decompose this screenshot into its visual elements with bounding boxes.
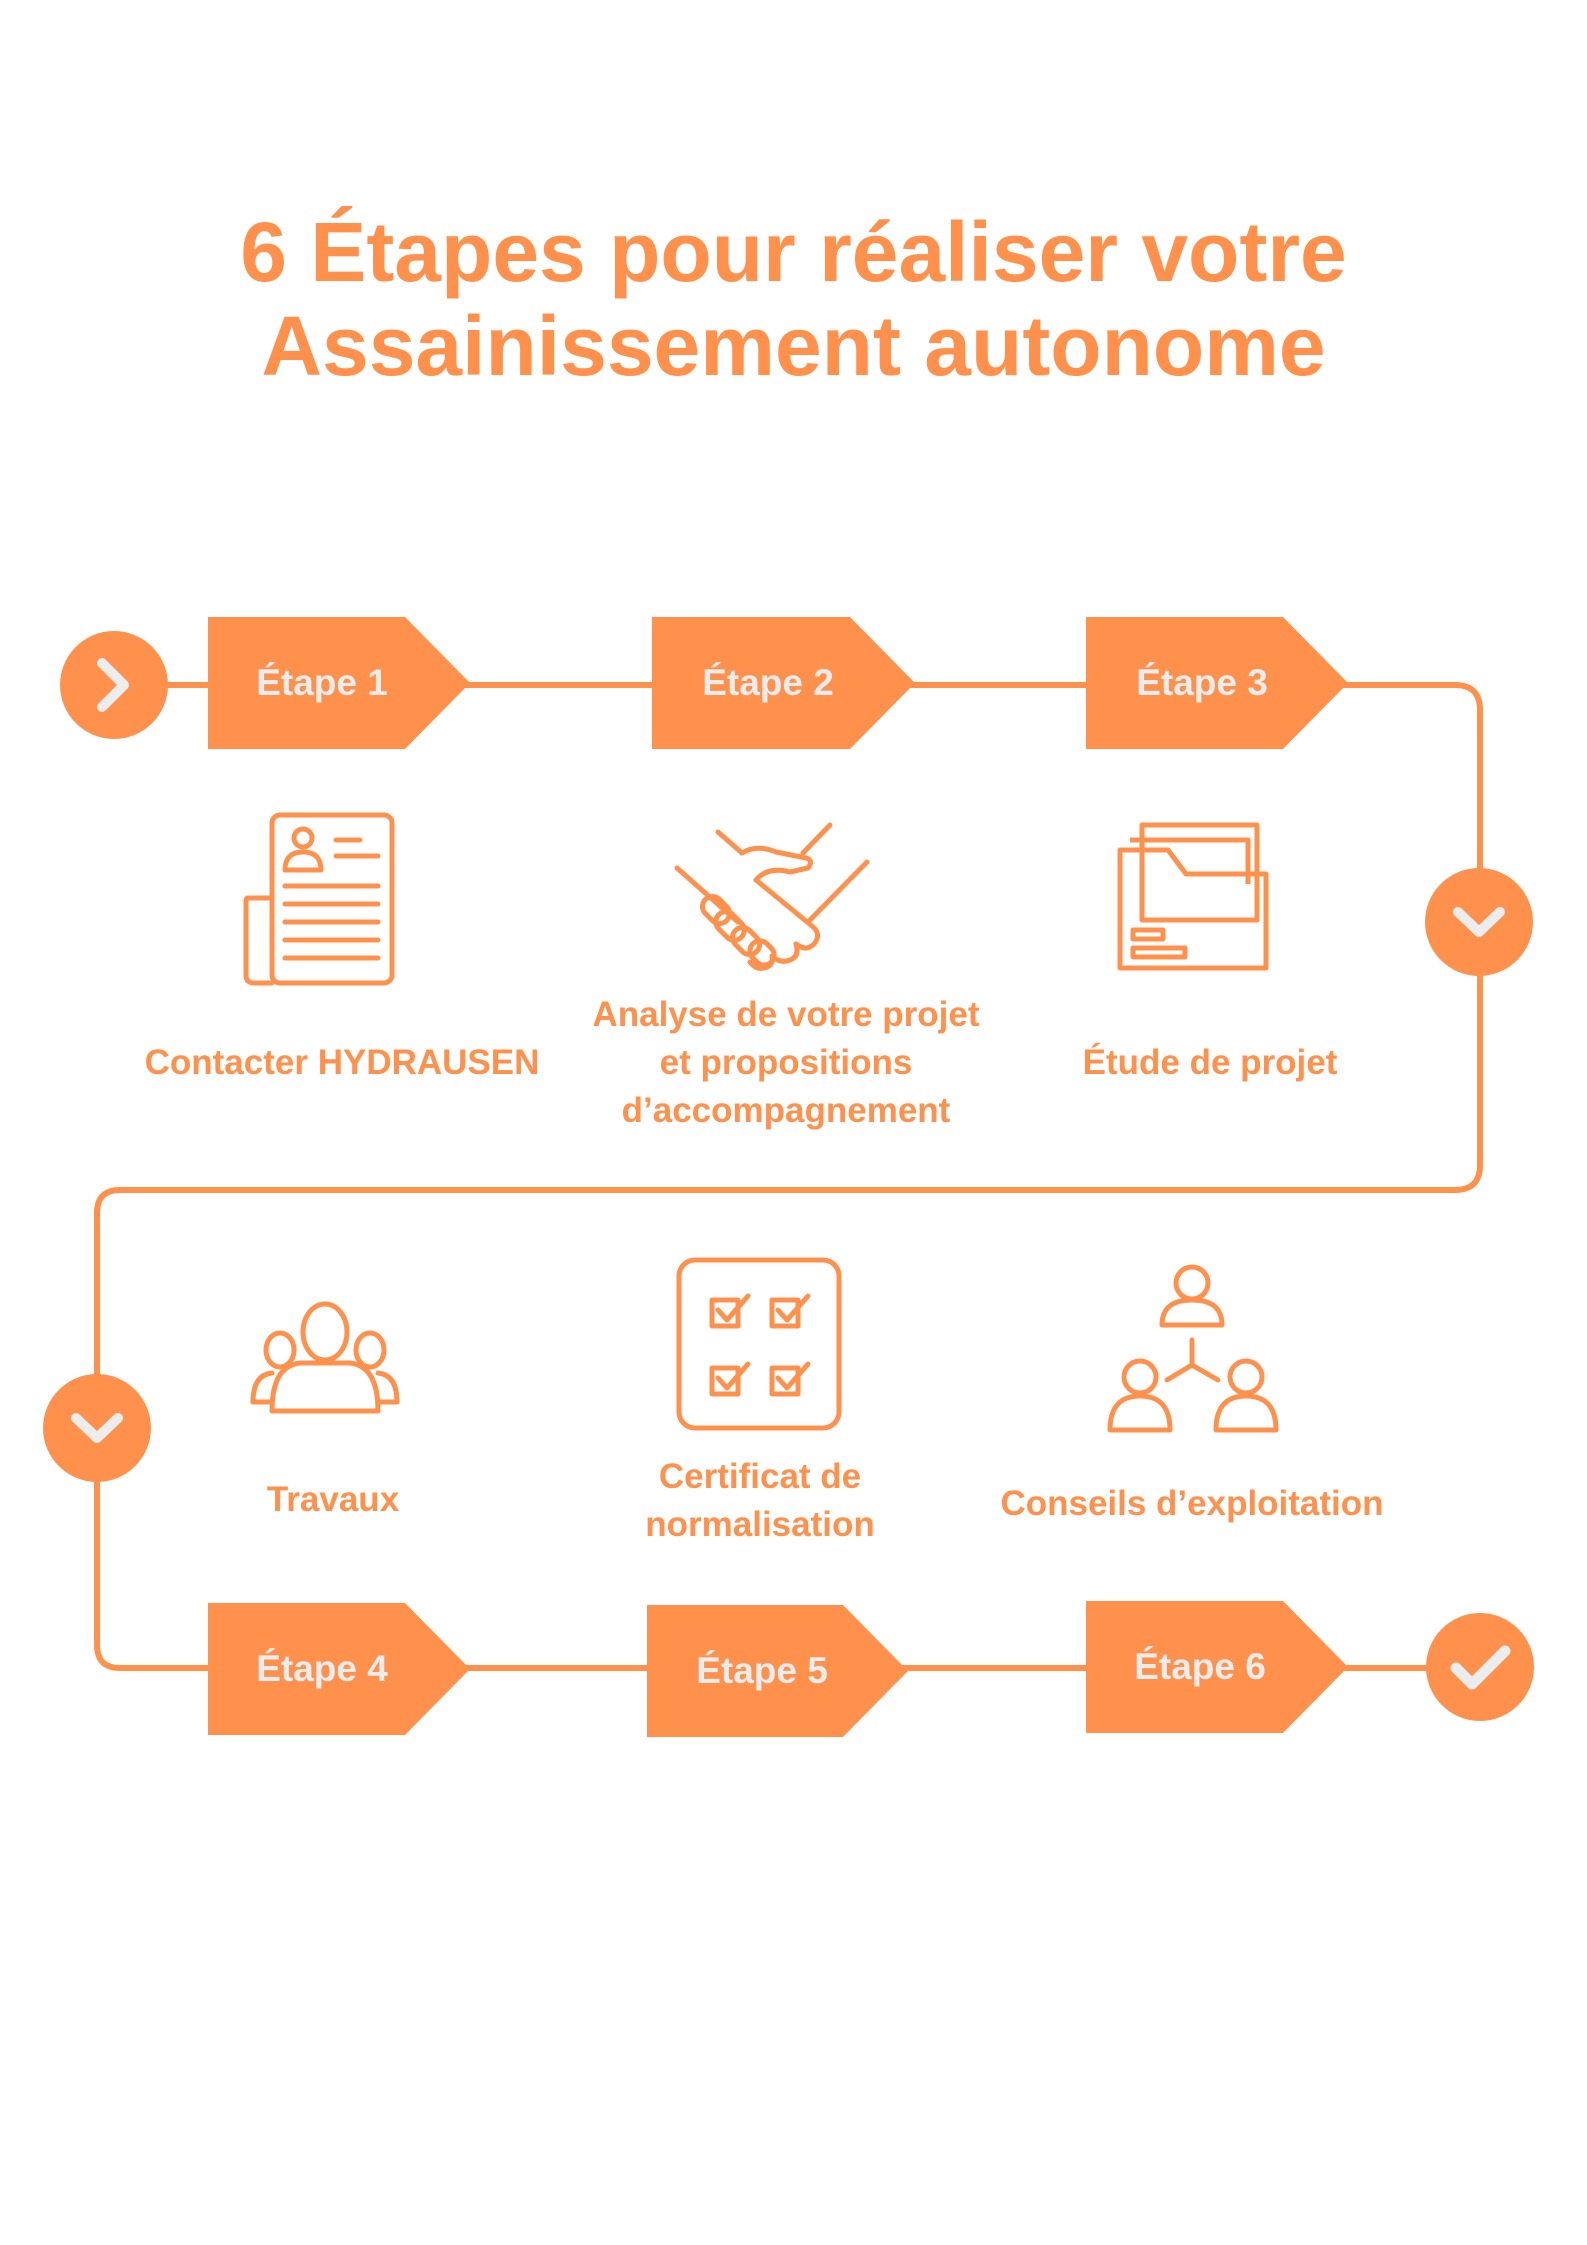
step-text-4: Travaux <box>266 1480 400 1519</box>
step-banner-4 <box>208 1603 470 1735</box>
step-banner-5 <box>647 1605 908 1737</box>
step-label-3: Étape 3 <box>1136 662 1268 703</box>
resume-icon <box>243 812 395 986</box>
flow-connector <box>94 682 1483 1671</box>
folder-icon <box>1117 822 1269 971</box>
chevron-down-icon <box>1453 907 1505 937</box>
step-text-2: Analyse de votre projet et propositions … <box>592 995 980 1130</box>
step-label-6: Étape 6 <box>1134 1646 1266 1687</box>
chevron-right-icon <box>97 658 129 712</box>
end-marker <box>1426 1613 1534 1721</box>
step-banner-6 <box>1086 1601 1348 1733</box>
step-label-4: Étape 4 <box>256 1648 388 1689</box>
step-banner-2 <box>652 617 915 749</box>
step-text-1: Contacter HYDRAUSEN <box>144 1043 540 1082</box>
step-label-2: Étape 2 <box>702 662 834 703</box>
step-banner-3 <box>1086 617 1348 749</box>
step-label-1: Étape 1 <box>256 662 388 703</box>
team-icon <box>250 1301 400 1414</box>
checklist-icon <box>676 1257 842 1431</box>
turn-marker-right <box>1425 868 1533 976</box>
title-line-1: 6 Étapes pour réaliser votre <box>240 205 1347 299</box>
check-icon <box>1450 1645 1511 1690</box>
step-text-3: Étude de projet <box>1082 1043 1338 1082</box>
step-text-6: Conseils d’exploitation <box>1000 1484 1384 1523</box>
page-title: 6 Étapes pour réaliser votre Assainissem… <box>0 205 1587 393</box>
chevron-down-icon <box>71 1413 123 1443</box>
step-label-5: Étape 5 <box>696 1650 828 1691</box>
handshake-icon <box>674 822 870 971</box>
step-text-5: Certificat de normalisation <box>645 1457 875 1544</box>
step-banner-1 <box>208 617 470 749</box>
title-line-2: Assainissement autonome <box>261 299 1326 393</box>
turn-marker-left <box>43 1374 151 1482</box>
network-people-icon <box>1107 1264 1279 1433</box>
start-marker <box>60 631 168 739</box>
